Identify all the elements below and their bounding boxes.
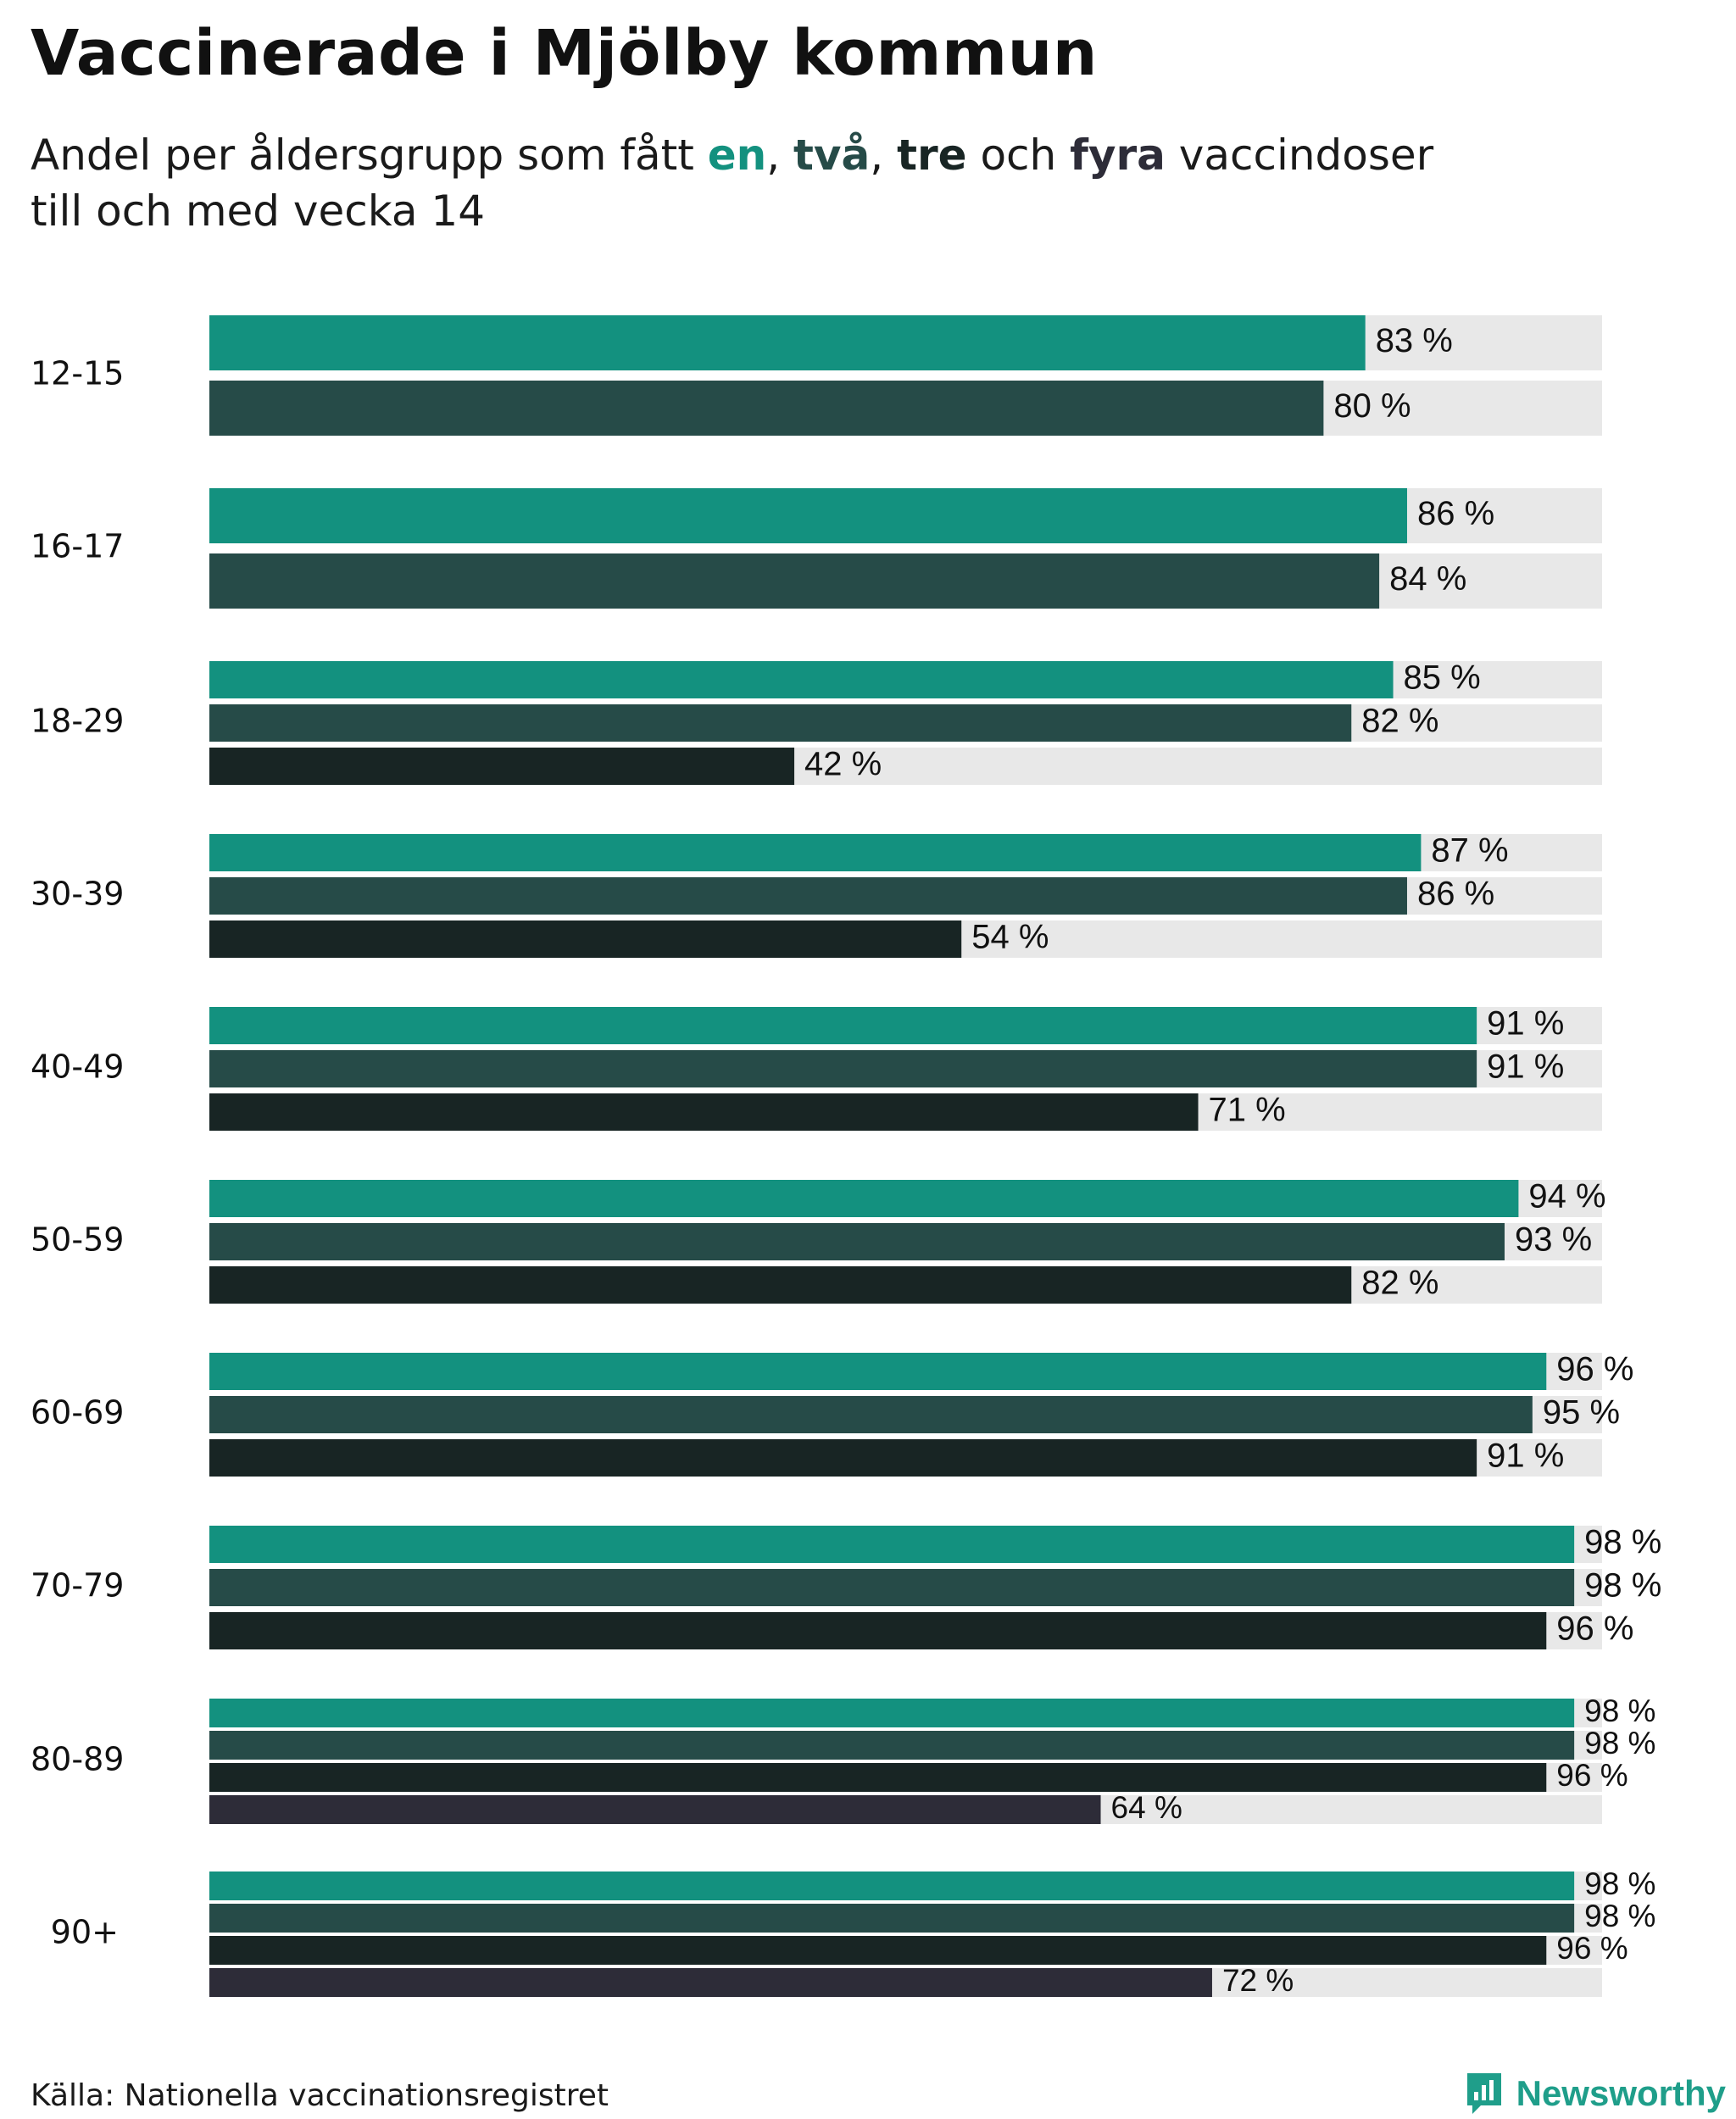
chart-title: Vaccinerade i Mjölby kommun [31,17,1098,90]
bar-en [209,1872,1575,1900]
subtitle-line-2: till och med vecka 14 [31,186,486,236]
data-label: 54 % [971,919,1049,956]
data-label: 91 % [1487,1438,1564,1475]
data-label: 80 % [1333,387,1410,425]
bar-en [209,1353,1547,1390]
subtitle-suffix: vaccindoser [1165,131,1434,180]
category-label: 12-15 [31,355,124,392]
data-label: 83 % [1376,322,1453,359]
subtitle-prefix: Andel per åldersgrupp som fått [31,131,708,180]
data-label: 86 % [1417,495,1494,532]
subtitle-sep-3: och [966,131,1071,180]
data-label: 96 % [1556,1610,1633,1648]
category-label: 90+ [51,1914,119,1951]
bar-tre [209,1266,1352,1304]
age-group-40-49: 40-49 91 % 91 % 71 % [31,1005,1602,1131]
category-label: 16-17 [31,528,124,565]
data-label: 64 % [1111,1790,1182,1825]
age-group-60-69: 60-69 96 % 95 % 91 % [31,1351,1633,1477]
category-label: 18-29 [31,703,124,740]
bar-en [209,661,1394,698]
bar-en [209,834,1422,871]
bar-tre [209,1439,1477,1477]
bar-tre [209,1936,1547,1965]
data-label: 85 % [1404,659,1481,697]
bar-tre [209,1093,1199,1131]
category-label: 50-59 [31,1221,124,1259]
age-group-70-79: 70-79 98 % 98 % 96 % [31,1524,1661,1649]
data-label: 87 % [1431,832,1508,870]
bar-två [209,1223,1505,1260]
age-group-90+: 90+98 %98 %96 %72 % [51,1866,1656,1998]
bar-fyra [209,1968,1212,1997]
age-group-50-59: 50-59 94 % 93 % 82 % [31,1178,1606,1304]
subtitle-line-1: Andel per åldersgrupp som fått en, två, … [31,127,1641,183]
data-label: 98 % [1584,1524,1661,1561]
bar-två [209,1731,1575,1760]
age-group-30-39: 30-39 87 % 86 % 54 % [31,832,1602,958]
data-label: 96 % [1556,1758,1628,1793]
data-label: 91 % [1487,1005,1564,1043]
bar-chart-logo-icon [1466,2073,1501,2114]
bar-tre [209,1612,1547,1649]
category-label: 40-49 [31,1048,124,1086]
category-label: 80-89 [31,1741,124,1778]
brand-name: Newsworthy [1516,2073,1726,2113]
subtitle-sep-2: , [870,131,898,180]
data-label: 72 % [1222,1963,1294,1998]
chart-subtitle: Andel per åldersgrupp som fått en, två, … [31,127,1641,239]
data-label: 93 % [1515,1221,1592,1259]
data-label: 98 % [1584,1899,1655,1933]
bar-två [209,1050,1477,1087]
data-label: 98 % [1584,1694,1655,1728]
bar-två [209,877,1407,915]
legend-dose-3: tre [897,131,967,180]
legend-dose-2: två [793,131,871,180]
bar-tre [209,920,962,958]
brand-logo: Newsworthy [1464,2070,1726,2117]
age-group-18-29: 18-29 85 % 82 % 42 % [31,659,1602,785]
bar-en [209,1180,1519,1217]
category-label: 30-39 [31,876,124,913]
data-label: 91 % [1487,1048,1564,1086]
data-label: 98 % [1584,1726,1655,1760]
data-label: 86 % [1417,876,1494,913]
data-label: 96 % [1556,1931,1628,1966]
bar-två [209,1904,1575,1933]
category-label: 60-69 [31,1394,124,1432]
category-label: 70-79 [31,1567,124,1605]
data-label: 82 % [1361,1265,1438,1302]
data-label: 95 % [1543,1394,1620,1432]
bar-en [209,488,1407,543]
data-label: 98 % [1584,1866,1655,1901]
legend-dose-1: en [707,131,767,180]
bar-en [209,1526,1575,1563]
bar-två [209,1569,1575,1606]
data-label: 94 % [1528,1178,1605,1215]
data-label: 71 % [1209,1092,1286,1129]
bar-en [209,1699,1575,1727]
bar-två [209,553,1380,609]
legend-dose-4: fyra [1070,131,1166,180]
data-label: 96 % [1556,1351,1633,1388]
bar-en [209,1007,1477,1044]
bar-två [209,704,1352,742]
bar-fyra [209,1795,1101,1824]
data-label: 84 % [1389,560,1466,598]
data-label: 42 % [804,746,882,783]
data-label: 82 % [1361,703,1438,740]
age-group-12-15: 12-15 83 % 80 % [31,315,1602,436]
bar-två [209,381,1324,436]
data-label: 98 % [1584,1567,1661,1605]
source-note: Källa: Nationella vaccinationsregistret [31,2078,609,2113]
age-group-16-17: 16-17 86 % 84 % [31,488,1602,609]
bar-två [209,1396,1533,1433]
bar-tre [209,1763,1547,1792]
bar-tre [209,748,795,785]
subtitle-sep-1: , [766,131,794,180]
bar-en [209,315,1366,370]
